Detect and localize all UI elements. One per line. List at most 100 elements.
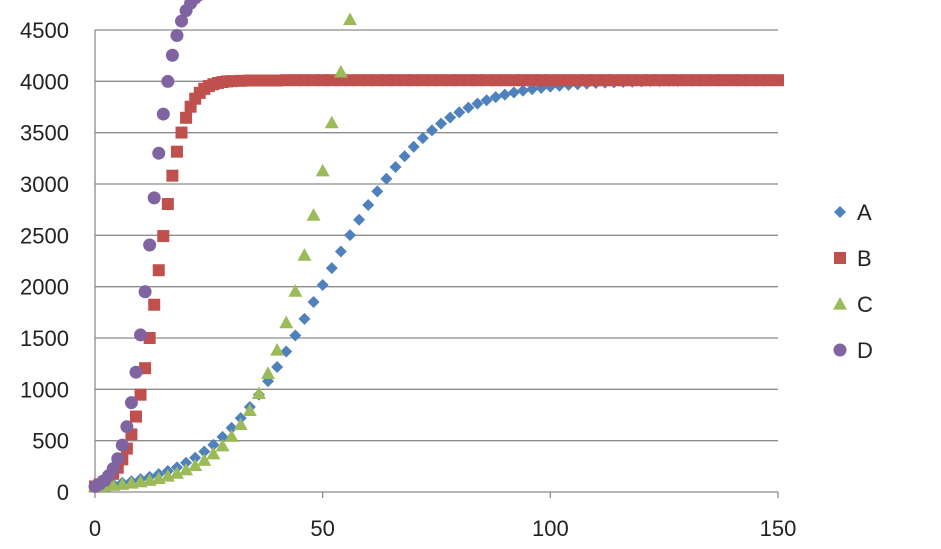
data-point: [571, 74, 584, 87]
data-point: [306, 208, 321, 221]
data-point: [507, 74, 520, 87]
data-point: [342, 12, 357, 26]
x-tick-label: 100: [532, 516, 569, 541]
data-point: [517, 84, 530, 97]
data-point: [744, 74, 757, 87]
data-point: [243, 74, 256, 87]
data-point: [535, 74, 548, 87]
data-point: [152, 146, 166, 160]
data-point: [480, 94, 493, 107]
data-point: [129, 365, 143, 379]
data-point: [270, 343, 285, 356]
data-point: [134, 328, 148, 342]
data-point: [371, 74, 384, 87]
axes: 0 500 1000 1500 2000 2500 3000 3500 4000 4500 0 50 1…: [20, 18, 796, 541]
data-point: [289, 74, 302, 87]
data-point: [170, 145, 183, 158]
data-point: [180, 456, 193, 469]
data-point: [671, 74, 684, 87]
data-point: [435, 117, 448, 130]
data-point: [362, 74, 375, 87]
data-point: [196, 0, 204, 2]
data-point: [553, 74, 566, 87]
data-point: [215, 438, 230, 452]
data-point: [143, 238, 157, 252]
grid: [95, 29, 778, 442]
legend-marker: [833, 297, 847, 310]
legend-item-c: C: [833, 292, 873, 317]
data-point: [225, 75, 238, 88]
data-point: [161, 198, 174, 211]
data-point: [362, 198, 375, 211]
data-point: [175, 126, 188, 139]
legend-item-d: D: [833, 338, 873, 363]
data-point: [544, 74, 557, 87]
data-point: [197, 453, 212, 466]
data-point: [152, 264, 165, 277]
y-tick-label: 0: [57, 480, 69, 505]
data-point: [288, 284, 303, 297]
data-point: [407, 140, 420, 153]
data-point: [425, 74, 438, 87]
data-point: [425, 124, 438, 137]
x-tick-label: 50: [310, 516, 334, 541]
data-point: [480, 74, 493, 87]
data-point: [471, 97, 484, 110]
data-point: [343, 229, 356, 242]
data-point: [279, 315, 294, 329]
legend-label: B: [857, 246, 872, 271]
data-point: [353, 213, 366, 226]
data-point: [169, 466, 184, 479]
data-point: [298, 312, 311, 325]
data-point: [189, 451, 202, 464]
data-point: [389, 74, 402, 87]
data-point: [462, 74, 475, 87]
data-point: [234, 74, 247, 87]
data-point: [147, 191, 161, 205]
data-point: [662, 74, 675, 87]
data-point: [489, 74, 502, 87]
data-point: [735, 74, 748, 87]
data-point: [644, 74, 657, 87]
data-point: [717, 74, 730, 87]
legend-label: A: [857, 200, 872, 225]
data-point: [156, 107, 170, 121]
data-point: [115, 438, 129, 452]
data-point: [562, 74, 575, 87]
legend-label: D: [857, 338, 873, 363]
data-point: [124, 396, 138, 410]
data-point: [224, 429, 239, 442]
data-point: [333, 64, 348, 78]
data-point: [129, 410, 142, 423]
data-point: [175, 14, 189, 28]
x-tick-label: 0: [89, 516, 101, 541]
data-point: [389, 161, 402, 174]
data-point: [289, 329, 302, 342]
data-point: [416, 132, 429, 145]
data-point: [416, 74, 429, 87]
data-point: [608, 74, 621, 87]
data-point: [653, 74, 666, 87]
data-point: [453, 74, 466, 87]
y-tick-label: 2000: [20, 275, 69, 300]
data-point: [297, 248, 312, 261]
y-tick-label: 4000: [20, 69, 69, 94]
y-tick-label: 1000: [20, 377, 69, 402]
data-point: [271, 74, 284, 87]
data-point: [498, 88, 511, 101]
data-point: [307, 74, 320, 87]
data-point: [708, 74, 721, 87]
data-point: [198, 445, 211, 458]
data-point: [334, 245, 347, 258]
data-point: [762, 74, 775, 87]
legend-label: C: [857, 292, 873, 317]
data-point: [489, 91, 502, 104]
data-point: [307, 295, 320, 308]
data-point: [517, 74, 530, 87]
y-tick-label: 3500: [20, 121, 69, 146]
data-point: [298, 74, 311, 87]
data-point: [462, 101, 475, 114]
data-point: [271, 360, 284, 373]
